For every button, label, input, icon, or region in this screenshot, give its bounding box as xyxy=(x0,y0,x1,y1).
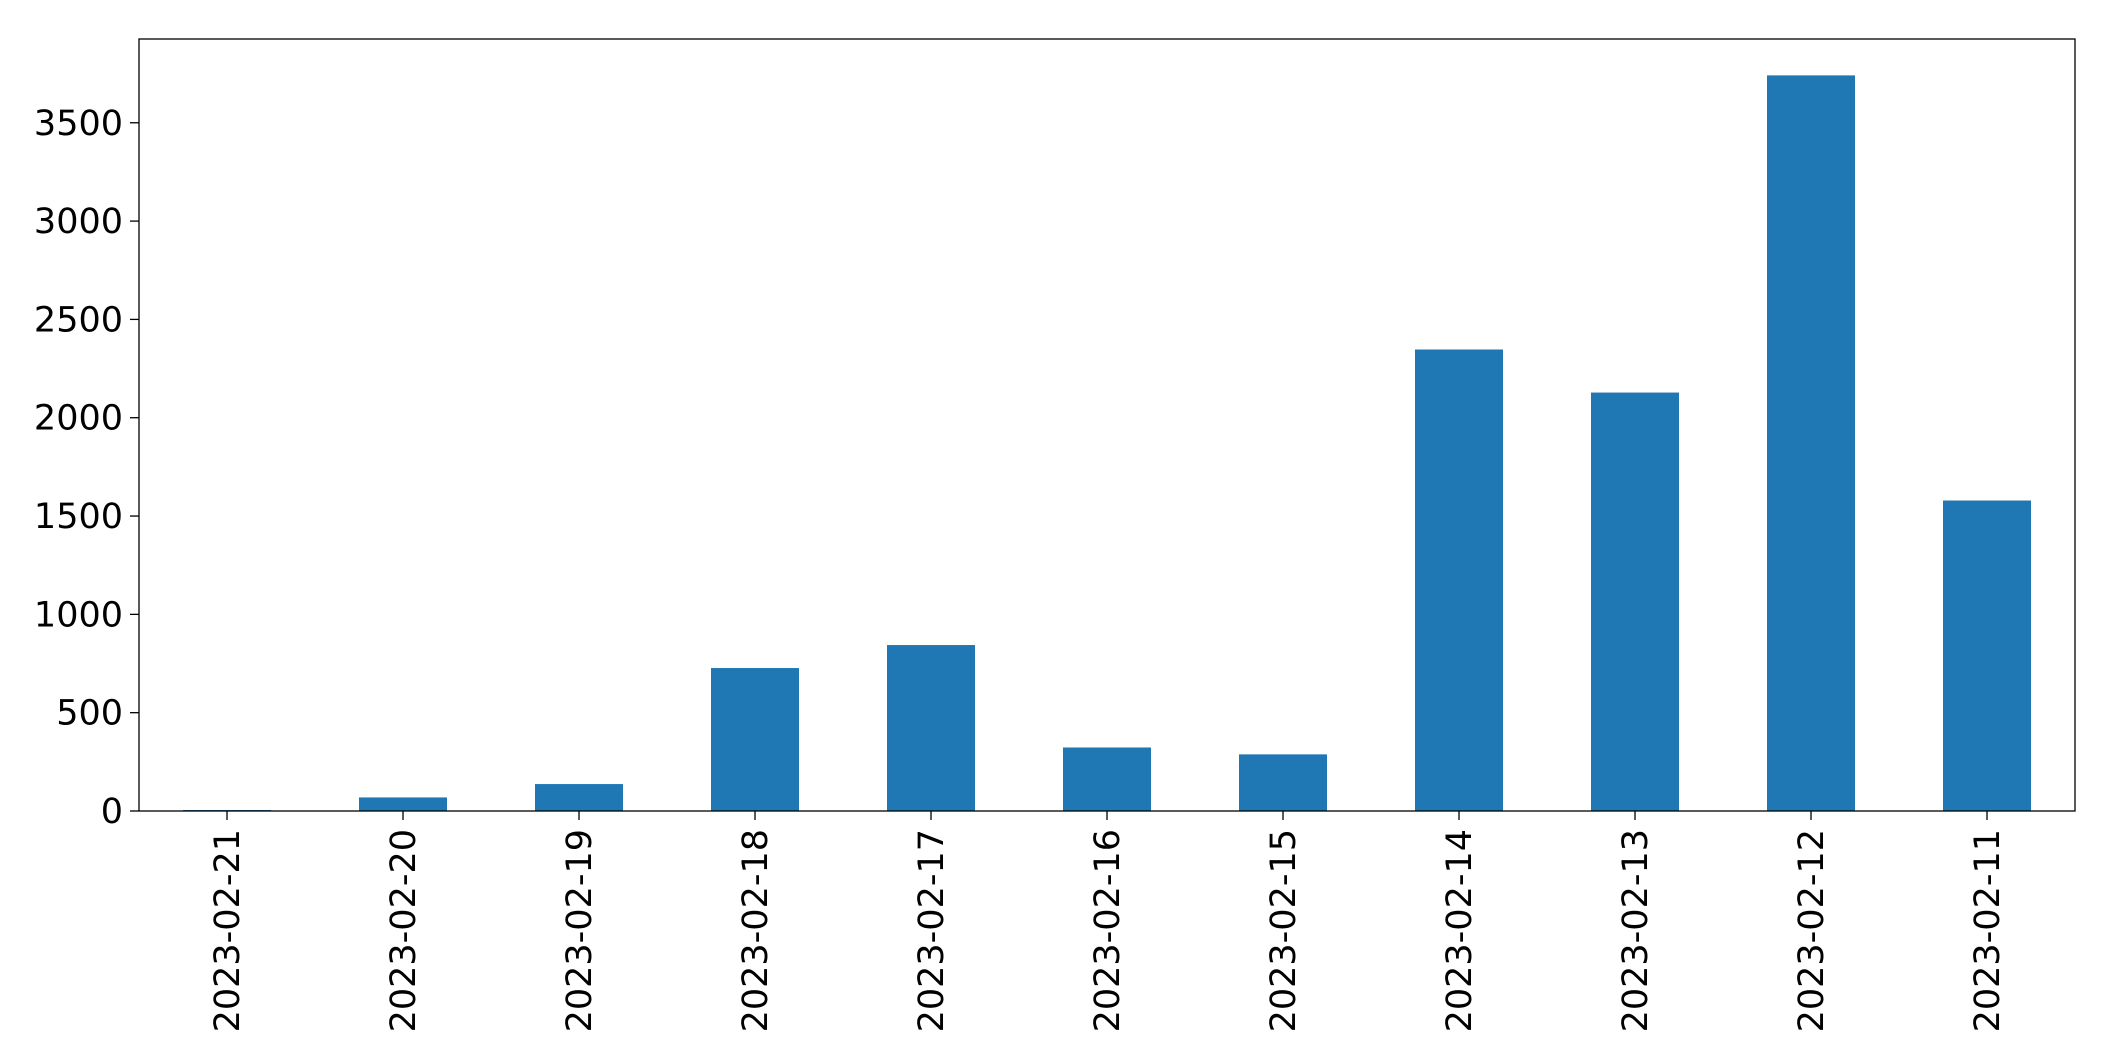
x-tick-label: 2023-02-16 xyxy=(1088,829,1128,1032)
bar xyxy=(1767,75,1855,811)
plot-frame xyxy=(138,38,2076,812)
x-tick-label: 2023-02-17 xyxy=(912,829,952,1032)
y-tick-label: 1000 xyxy=(34,595,123,635)
bar xyxy=(1415,349,1503,811)
y-tick-label: 500 xyxy=(56,694,123,734)
x-tick-label: 2023-02-13 xyxy=(1616,829,1656,1032)
x-tick-label: 2023-02-21 xyxy=(208,829,248,1032)
bar xyxy=(1943,500,2031,811)
x-tick-label: 2023-02-20 xyxy=(384,829,424,1032)
bar xyxy=(1591,392,1679,811)
bar xyxy=(887,645,975,811)
y-tick-label: 3500 xyxy=(34,104,123,144)
y-tick-label: 2500 xyxy=(34,300,123,340)
bar xyxy=(359,797,447,811)
bar xyxy=(1063,747,1151,811)
x-tick-label: 2023-02-14 xyxy=(1440,829,1480,1032)
y-tick-label: 1500 xyxy=(34,497,123,537)
x-tick-label: 2023-02-19 xyxy=(560,829,600,1032)
x-tick-label: 2023-02-15 xyxy=(1264,829,1304,1032)
x-tick-label: 2023-02-12 xyxy=(1792,829,1832,1032)
y-tick-label: 2000 xyxy=(34,399,123,439)
bar xyxy=(1239,754,1327,811)
y-tick-label: 3000 xyxy=(34,202,123,242)
bar xyxy=(711,668,799,811)
bar xyxy=(535,784,623,811)
x-tick-label: 2023-02-11 xyxy=(1968,829,2008,1032)
y-tick-label: 0 xyxy=(101,792,123,832)
x-tick-label: 2023-02-18 xyxy=(736,829,776,1032)
